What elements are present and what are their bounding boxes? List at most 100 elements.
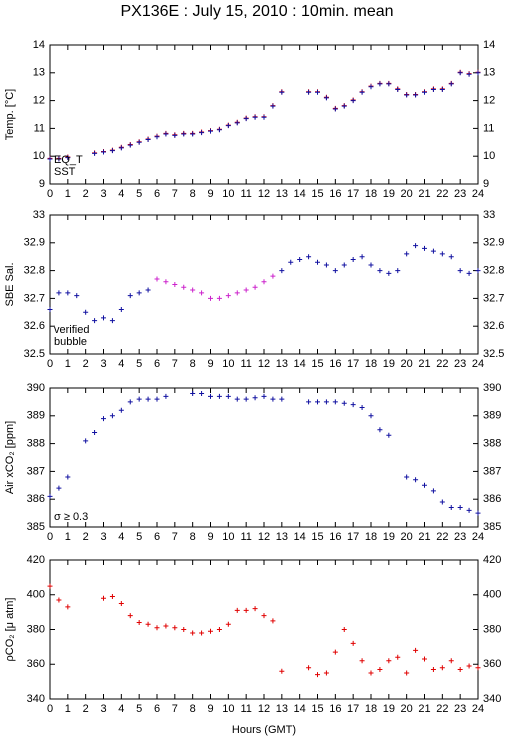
x-tick-label: 8: [190, 358, 196, 370]
x-tick-label: 19: [383, 703, 395, 715]
data-point: [243, 116, 249, 122]
data-point: [368, 262, 374, 268]
x-tick-label: 5: [136, 358, 142, 370]
data-point: [216, 393, 222, 399]
data-point: [377, 666, 383, 672]
data-point: [422, 89, 427, 95]
data-point: [225, 293, 231, 299]
data-point: [377, 427, 383, 433]
data-point: [190, 131, 196, 137]
y-tick-label: 32.8: [483, 265, 504, 277]
data-point: [439, 665, 445, 671]
data-point: [65, 155, 71, 161]
data-point: [341, 262, 347, 268]
data-point: [323, 670, 329, 676]
data-point: [252, 395, 258, 401]
data-point: [243, 396, 249, 402]
data-point: [457, 666, 463, 672]
data-point: [163, 279, 169, 285]
x-tick-label: 5: [136, 188, 142, 200]
data-point: [199, 290, 205, 296]
data-point: [216, 127, 222, 133]
y-tick-label: 12: [483, 95, 495, 107]
data-point: [359, 658, 365, 664]
x-tick-label: 6: [154, 703, 160, 715]
y-tick-label: 10: [483, 150, 495, 162]
data-point: [145, 396, 151, 402]
data-point: [359, 404, 365, 410]
data-point: [270, 103, 276, 109]
data-point: [466, 270, 472, 276]
data-point: [127, 613, 133, 619]
x-tick-label: 1: [65, 531, 71, 543]
data-point: [127, 142, 133, 148]
data-point: [172, 625, 178, 631]
x-tick-label: 18: [365, 703, 377, 715]
data-point: [101, 315, 106, 321]
data-point: [172, 132, 178, 138]
data-point: [430, 86, 436, 92]
data-point: [315, 89, 320, 95]
x-tick-label: 24: [472, 531, 484, 543]
data-point: [92, 150, 98, 156]
data-point: [208, 295, 213, 301]
data-point: [288, 259, 294, 265]
legend-label: EQ_T: [54, 154, 83, 166]
data-point: [359, 254, 365, 260]
data-point: [261, 613, 267, 619]
x-tick-label: 17: [347, 531, 359, 543]
y-tick-label: 380: [483, 623, 501, 635]
y-tick-label: 9: [483, 178, 489, 190]
x-tick-label: 7: [172, 703, 178, 715]
data-point: [439, 251, 445, 257]
data-point: [109, 413, 115, 419]
data-point: [377, 268, 383, 274]
x-tick-label: 7: [172, 188, 178, 200]
data-point: [145, 137, 151, 143]
x-tick-label: 20: [401, 531, 413, 543]
data-point: [234, 607, 240, 613]
data-point: [350, 640, 356, 646]
data-point: [109, 148, 115, 154]
y-tick-label: 340: [483, 693, 501, 705]
x-tick-label: 14: [294, 703, 306, 715]
y-tick-label: 389: [483, 410, 501, 422]
x-tick-label: 20: [401, 703, 413, 715]
x-tick-label: 10: [222, 703, 234, 715]
data-point: [315, 399, 320, 405]
x-tick-label: 4: [118, 358, 124, 370]
data-point: [368, 670, 374, 676]
plot-frame: [49, 214, 479, 355]
data-point: [315, 672, 320, 678]
data-point: [47, 156, 53, 162]
y-axis-label: ρCO₂ [μ atm]: [4, 598, 16, 662]
x-tick-label: 21: [418, 188, 430, 200]
x-tick-label: 12: [258, 358, 270, 370]
data-point: [341, 103, 347, 109]
data-point: [225, 621, 231, 627]
y-tick-label: 13: [483, 67, 495, 79]
data-point: [466, 71, 472, 77]
x-tick-label: 13: [276, 358, 288, 370]
data-point: [101, 595, 106, 601]
data-point: [395, 268, 401, 274]
data-point: [56, 597, 62, 603]
data-point: [199, 130, 205, 136]
data-point: [74, 293, 80, 299]
data-point: [208, 393, 213, 399]
y-tick-label: 32.5: [24, 348, 45, 360]
data-point: [216, 627, 222, 632]
data-point: [341, 627, 347, 632]
x-tick-label: 15: [311, 188, 323, 200]
x-tick-label: 13: [276, 188, 288, 200]
x-tick-label: 9: [207, 188, 213, 200]
data-point: [101, 149, 106, 155]
data-point: [395, 86, 401, 92]
data-point: [181, 131, 187, 137]
x-tick-label: 0: [47, 703, 53, 715]
data-point: [279, 268, 285, 274]
y-tick-label: 387: [27, 465, 45, 477]
data-point: [475, 70, 481, 76]
data-point: [413, 92, 419, 98]
